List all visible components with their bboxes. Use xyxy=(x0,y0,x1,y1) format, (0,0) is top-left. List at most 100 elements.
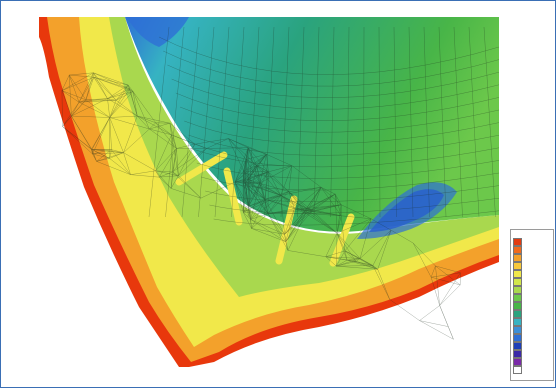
mesh-edge xyxy=(280,187,322,196)
mesh-edge xyxy=(250,219,285,235)
bathymetry-map[interactable] xyxy=(39,17,499,367)
mesh-edge xyxy=(336,215,342,234)
legend-item xyxy=(513,342,551,350)
mesh-edge xyxy=(176,148,179,176)
mesh-edge xyxy=(69,74,94,78)
mesh-edge xyxy=(251,228,285,235)
mesh-edge xyxy=(355,258,361,262)
mesh-edge xyxy=(248,179,281,196)
mesh-edge xyxy=(306,204,342,209)
mesh-edge xyxy=(267,195,281,214)
mesh-edge xyxy=(336,233,357,262)
mesh-edge xyxy=(170,175,179,189)
mesh-edge xyxy=(109,117,112,150)
mesh-edge xyxy=(116,100,138,117)
mesh-edge xyxy=(347,259,378,270)
mesh-edge xyxy=(92,117,110,154)
mesh-edge xyxy=(268,171,281,196)
mesh-edge xyxy=(243,206,249,213)
mesh-edge xyxy=(137,115,150,130)
mesh-edge xyxy=(91,149,124,153)
mesh-edge xyxy=(248,183,260,207)
mesh-edge xyxy=(194,138,229,145)
mesh-edge xyxy=(439,284,461,306)
mesh-edge xyxy=(92,152,124,155)
mesh-edge xyxy=(336,265,373,267)
mesh-edge xyxy=(214,26,230,218)
mesh-edge xyxy=(430,265,436,278)
mesh-edge xyxy=(247,26,260,218)
mesh-edge xyxy=(91,149,97,162)
mesh-edge xyxy=(285,208,295,242)
mesh-edge xyxy=(123,152,131,175)
mesh-edge xyxy=(341,215,346,251)
legend-item xyxy=(513,326,551,334)
mesh-edge xyxy=(85,98,108,101)
mesh-edge xyxy=(228,138,244,172)
mesh-edge xyxy=(363,26,365,218)
mesh-edge xyxy=(439,305,449,327)
mesh-edge xyxy=(336,233,361,259)
mesh-edge xyxy=(247,147,260,184)
mesh-edge xyxy=(336,233,346,251)
legend-swatch xyxy=(513,294,522,302)
mesh-contour xyxy=(188,134,499,156)
legend-item xyxy=(513,310,551,318)
mesh-edge xyxy=(264,26,275,218)
legend-swatch xyxy=(513,302,522,310)
mesh-edge xyxy=(149,128,172,136)
mesh-contour xyxy=(163,50,499,87)
mesh-contour xyxy=(209,198,499,214)
mesh-edge xyxy=(155,170,160,178)
mesh-edge xyxy=(280,195,306,214)
mesh-edge xyxy=(243,195,281,213)
mesh-edge xyxy=(344,250,361,259)
mesh-edge xyxy=(468,26,480,218)
mesh-edge xyxy=(250,213,269,220)
mesh-edge xyxy=(111,149,124,153)
mesh-edge xyxy=(264,199,295,209)
mesh-edge xyxy=(93,72,129,86)
mesh-edge xyxy=(234,181,249,207)
shallow-yellow-zone xyxy=(79,17,499,347)
mesh-edge xyxy=(93,72,117,101)
legend-item xyxy=(513,334,551,342)
mesh-edge xyxy=(243,154,267,172)
mesh-edge xyxy=(155,134,172,171)
mesh-edge xyxy=(344,250,357,262)
mesh-contour xyxy=(175,92,499,121)
mesh-edge xyxy=(61,72,94,91)
mesh-edge xyxy=(291,165,322,188)
mesh-edge xyxy=(132,91,156,123)
mesh-edge xyxy=(132,91,150,130)
mesh-edge xyxy=(155,122,177,149)
mesh-edge xyxy=(109,91,134,118)
mesh-edge xyxy=(285,210,306,242)
mesh-edge xyxy=(248,165,257,207)
mesh-edge xyxy=(115,84,129,101)
mesh-edge xyxy=(234,159,247,183)
mesh-edge xyxy=(181,26,200,218)
mesh-edge xyxy=(206,148,247,160)
mesh-edge xyxy=(330,26,335,218)
mesh-edge xyxy=(336,233,338,267)
mesh-edge xyxy=(171,134,177,149)
mesh-edge xyxy=(248,206,269,214)
mesh-edge xyxy=(284,213,306,235)
mesh-edge xyxy=(228,138,247,160)
mesh-edge xyxy=(288,191,306,214)
mesh-edge xyxy=(483,26,496,218)
mesh-edge xyxy=(389,299,420,321)
legend-swatch xyxy=(513,310,522,318)
legend-swatch xyxy=(513,286,522,294)
mesh-edge xyxy=(419,320,449,327)
mesh-edge xyxy=(234,181,251,220)
bathymetry-svg xyxy=(39,17,499,367)
mesh-edge xyxy=(235,171,269,183)
mesh-edge xyxy=(264,195,281,200)
legend-item xyxy=(513,254,551,262)
mesh-edge xyxy=(336,218,372,234)
legend-item xyxy=(513,358,551,366)
mesh-edge xyxy=(243,181,260,184)
